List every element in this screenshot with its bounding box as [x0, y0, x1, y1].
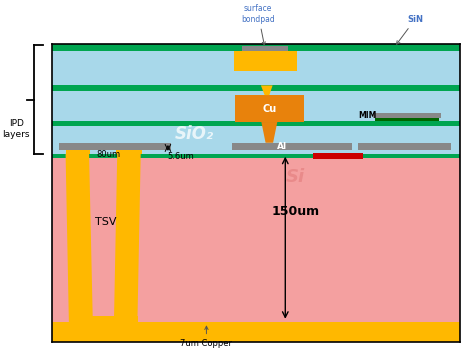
- Polygon shape: [261, 85, 273, 95]
- Bar: [59, 143, 171, 150]
- Text: Si: Si: [286, 168, 305, 186]
- Polygon shape: [114, 154, 141, 322]
- Polygon shape: [249, 51, 281, 71]
- Bar: [52, 322, 460, 342]
- Polygon shape: [65, 154, 93, 322]
- Bar: [357, 143, 451, 150]
- Bar: [232, 143, 352, 150]
- Text: Cu: Cu: [262, 104, 276, 113]
- Bar: [234, 51, 297, 71]
- Text: 5.6um: 5.6um: [167, 152, 194, 161]
- Bar: [65, 149, 90, 154]
- Text: SiN: SiN: [397, 15, 423, 44]
- Bar: [52, 44, 460, 51]
- Text: TSV: TSV: [95, 217, 116, 227]
- Bar: [116, 149, 142, 154]
- Text: 150um: 150um: [272, 205, 319, 218]
- Text: MIM: MIM: [359, 111, 377, 120]
- Text: surface
bondpad: surface bondpad: [241, 4, 275, 45]
- Text: SiO₂: SiO₂: [175, 125, 214, 143]
- Text: 7um Copper: 7um Copper: [181, 326, 232, 348]
- Text: IPD: IPD: [9, 119, 24, 128]
- Bar: [375, 118, 439, 121]
- Bar: [235, 95, 304, 122]
- Polygon shape: [261, 122, 277, 143]
- Bar: [242, 46, 288, 51]
- Bar: [373, 113, 441, 118]
- Text: Al: Al: [276, 142, 287, 151]
- Bar: [52, 158, 460, 322]
- Bar: [52, 85, 460, 91]
- Bar: [313, 153, 363, 159]
- Bar: [52, 121, 460, 126]
- Text: layers: layers: [2, 130, 30, 139]
- Text: 80um: 80um: [97, 150, 121, 159]
- Bar: [52, 46, 460, 158]
- Bar: [69, 316, 138, 322]
- Bar: [52, 154, 460, 158]
